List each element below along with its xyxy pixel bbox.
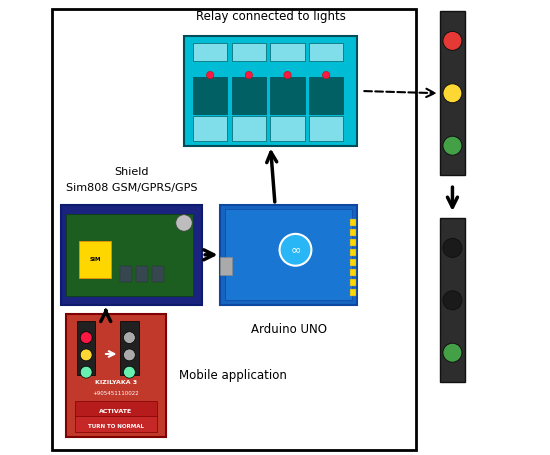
Bar — [309, 77, 343, 114]
Bar — [120, 266, 131, 282]
Bar — [232, 77, 266, 114]
Circle shape — [443, 238, 462, 258]
Bar — [232, 116, 266, 141]
Bar — [350, 219, 355, 226]
Bar — [221, 257, 232, 275]
Bar — [193, 43, 227, 61]
Text: Mobile application: Mobile application — [179, 369, 287, 382]
Bar — [75, 401, 157, 417]
Text: Relay connected to lights: Relay connected to lights — [195, 10, 345, 23]
Bar — [350, 239, 355, 246]
Circle shape — [279, 234, 311, 266]
Text: Arduino UNO: Arduino UNO — [251, 323, 327, 336]
Bar — [309, 43, 343, 61]
Circle shape — [124, 366, 135, 378]
Circle shape — [80, 332, 92, 344]
Circle shape — [443, 136, 462, 155]
Circle shape — [124, 349, 135, 361]
Circle shape — [245, 71, 252, 79]
Bar — [193, 77, 227, 114]
Text: SIM: SIM — [90, 257, 101, 262]
Bar — [225, 209, 353, 300]
Bar — [271, 116, 305, 141]
Text: TURN TO NORMAL: TURN TO NORMAL — [88, 424, 144, 429]
Circle shape — [443, 291, 462, 310]
Bar — [221, 205, 357, 305]
Circle shape — [80, 349, 92, 361]
Circle shape — [284, 71, 291, 79]
Bar — [271, 43, 305, 61]
Text: ACTIVATE: ACTIVATE — [99, 409, 133, 414]
Bar — [350, 289, 355, 296]
Bar — [52, 9, 416, 450]
Bar — [61, 205, 202, 305]
Circle shape — [206, 71, 214, 79]
Circle shape — [124, 332, 135, 344]
Circle shape — [80, 366, 92, 378]
Text: Sim808 GSM/GPRS/GPS: Sim808 GSM/GPRS/GPS — [66, 183, 197, 193]
Bar — [65, 314, 166, 437]
Bar — [77, 321, 95, 375]
Bar — [350, 259, 355, 266]
Circle shape — [443, 31, 462, 51]
Bar — [309, 116, 343, 141]
Bar — [350, 229, 355, 236]
Circle shape — [322, 71, 330, 79]
Bar — [271, 77, 305, 114]
Bar — [193, 116, 227, 141]
Bar — [136, 266, 147, 282]
Bar — [350, 279, 355, 286]
Bar — [440, 11, 465, 175]
Bar — [232, 43, 266, 61]
Circle shape — [176, 215, 192, 231]
Circle shape — [443, 343, 462, 362]
Text: +905451110022: +905451110022 — [92, 391, 139, 396]
Bar — [440, 218, 465, 382]
Bar — [79, 241, 111, 278]
Text: ∞: ∞ — [290, 243, 301, 256]
Bar — [350, 269, 355, 276]
Bar — [75, 416, 157, 432]
Text: KIZILYAKA 3: KIZILYAKA 3 — [95, 380, 137, 385]
Bar — [65, 214, 193, 296]
Circle shape — [443, 84, 462, 103]
Bar — [152, 266, 163, 282]
Bar — [120, 321, 139, 375]
Text: Shield: Shield — [114, 167, 149, 177]
Bar — [184, 36, 357, 146]
Bar — [350, 249, 355, 256]
